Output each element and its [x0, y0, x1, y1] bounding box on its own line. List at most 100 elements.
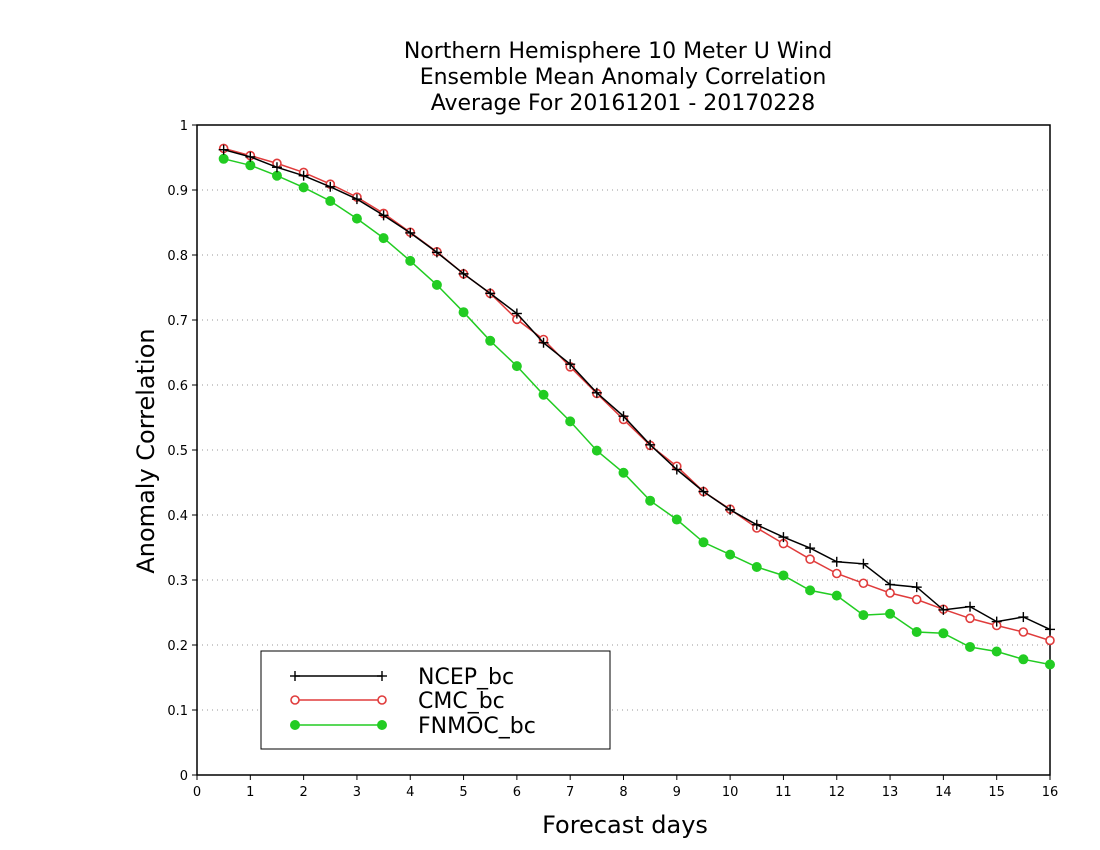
x-tick-label: 0	[193, 785, 201, 800]
x-tick-label: 12	[828, 785, 845, 800]
data-point-ncep-bc	[565, 359, 576, 370]
data-point-ncep-bc	[938, 604, 949, 615]
data-point-fnmoc-bc	[298, 182, 309, 193]
x-tick-label: 16	[1042, 785, 1059, 800]
data-point-fnmoc-bc	[511, 361, 522, 372]
legend-item-ncep-bc: NCEP_bc	[290, 665, 514, 690]
x-tick-label: 1	[246, 785, 254, 800]
data-point-fnmoc-bc	[405, 255, 416, 266]
legend-marker	[290, 720, 300, 730]
data-point-cmc-bc	[1045, 635, 1055, 646]
data-point-ncep-bc	[245, 151, 256, 162]
data-point-fnmoc-bc	[591, 445, 602, 456]
series-cmc-bc	[218, 143, 1055, 646]
data-point-fnmoc-bc	[698, 537, 709, 548]
x-tick-labels: 0 1 2 3 4 5 6 7 8 9 10 11 12 13 14 15 16	[193, 785, 1058, 800]
data-point-fnmoc-bc	[725, 549, 736, 560]
data-point-ncep-bc	[431, 247, 442, 258]
data-point-fnmoc-bc	[325, 196, 336, 207]
data-point-fnmoc-bc	[938, 628, 949, 639]
y-tick-label: 0.3	[167, 574, 188, 589]
data-point-fnmoc-bc	[991, 646, 1002, 657]
data-point-cmc-bc	[831, 568, 842, 579]
data-point-cmc-bc	[1018, 627, 1029, 637]
y-tick-label: 0.1	[167, 704, 188, 719]
x-axis-label: Forecast days	[542, 811, 708, 839]
data-point-cmc-bc	[885, 588, 895, 598]
data-point-fnmoc-bc	[245, 160, 256, 171]
data-point-fnmoc-bc	[671, 514, 682, 525]
y-tick-label: 0.2	[167, 639, 188, 654]
legend-marker	[377, 671, 387, 681]
data-point-ncep-bc	[645, 439, 656, 450]
legend-label: NCEP_bc	[418, 665, 514, 690]
data-point-ncep-bc	[485, 288, 496, 299]
data-point-fnmoc-bc	[1045, 659, 1055, 670]
data-point-fnmoc-bc	[538, 389, 549, 400]
data-point-ncep-bc	[325, 181, 336, 192]
y-tick-labels: 0 0.1 0.2 0.3 0.4 0.5 0.6 0.7 0.8 0.9 1	[167, 119, 188, 784]
data-point-ncep-bc	[965, 601, 976, 612]
data-point-fnmoc-bc	[751, 562, 762, 572]
x-tick-label: 7	[566, 785, 574, 800]
data-point-ncep-bc	[351, 194, 362, 205]
data-point-ncep-bc	[751, 519, 762, 530]
legend-label: CMC_bc	[418, 689, 505, 714]
data-point-ncep-bc	[698, 486, 709, 497]
data-point-ncep-bc	[405, 227, 416, 238]
x-tick-label: 2	[299, 785, 307, 800]
data-point-ncep-bc	[1018, 612, 1029, 623]
data-point-cmc-bc	[805, 554, 815, 565]
data-point-fnmoc-bc	[885, 608, 896, 619]
data-point-fnmoc-bc	[485, 335, 496, 346]
data-point-ncep-bc	[1045, 624, 1055, 635]
data-point-ncep-bc	[831, 556, 842, 567]
data-point-ncep-bc	[885, 579, 896, 590]
x-tick-label: 13	[882, 785, 899, 800]
chart-title-line-3: Average For 20161201 - 20170228	[431, 91, 816, 116]
x-tick-label: 6	[513, 785, 521, 800]
data-point-fnmoc-bc	[778, 570, 789, 581]
x-tick-label: 3	[353, 785, 361, 800]
data-point-fnmoc-bc	[431, 279, 442, 290]
x-tick-label: 9	[673, 785, 681, 800]
data-point-ncep-bc	[458, 268, 469, 279]
data-point-ncep-bc	[911, 582, 922, 593]
chart-title: Northern Hemisphere 10 Meter U Wind Ense…	[404, 39, 832, 116]
data-point-ncep-bc	[858, 558, 869, 569]
y-tick-label: 0.9	[167, 184, 188, 199]
series-line-cmc-bc	[223, 147, 1051, 642]
chart-title-line-2: Ensemble Mean Anomaly Correlation	[420, 65, 827, 90]
data-point-ncep-bc	[378, 210, 389, 221]
x-tick-label: 5	[459, 785, 467, 800]
y-tick-label: 0.5	[167, 444, 188, 459]
x-tick-label: 11	[775, 785, 792, 800]
data-point-fnmoc-bc	[911, 627, 922, 637]
data-point-ncep-bc	[618, 411, 629, 422]
data-point-fnmoc-bc	[965, 641, 976, 652]
data-point-ncep-bc	[991, 616, 1002, 627]
data-point-fnmoc-bc	[618, 467, 629, 478]
y-tick-label: 0.6	[167, 379, 188, 394]
legend-label: FNMOC_bc	[418, 714, 536, 739]
chart-title-line-1: Northern Hemisphere 10 Meter U Wind	[404, 39, 832, 64]
series-line-ncep-bc	[223, 148, 1051, 631]
y-tick-label: 1	[180, 119, 188, 134]
series-fnmoc-bc	[218, 153, 1055, 670]
legend-marker	[290, 671, 300, 681]
legend-item-fnmoc-bc: FNMOC_bc	[290, 714, 536, 739]
data-point-fnmoc-bc	[858, 610, 869, 621]
data-point-fnmoc-bc	[645, 495, 656, 506]
y-tick-label: 0.4	[167, 509, 188, 524]
x-tick-label: 4	[406, 785, 414, 800]
x-tick-label: 15	[988, 785, 1005, 800]
data-point-ncep-bc	[538, 337, 549, 348]
y-tick-label: 0.7	[167, 314, 188, 329]
series-line-fnmoc-bc	[223, 158, 1051, 666]
x-tick-label: 14	[935, 785, 952, 800]
data-point-ncep-bc	[778, 532, 789, 543]
data-point-fnmoc-bc	[351, 213, 362, 224]
data-point-ncep-bc	[671, 464, 682, 475]
